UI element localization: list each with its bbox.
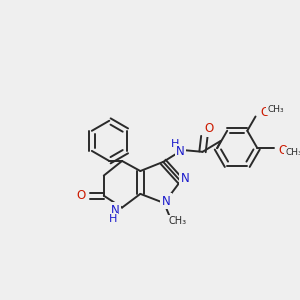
Text: CH₃: CH₃ (286, 148, 300, 157)
Text: N: N (111, 204, 120, 217)
Text: O: O (76, 189, 86, 202)
Text: N: N (176, 145, 185, 158)
Text: N: N (162, 195, 170, 208)
Text: O: O (204, 122, 214, 136)
Text: N: N (181, 172, 190, 185)
Text: CH₃: CH₃ (267, 105, 284, 114)
Text: O: O (260, 106, 269, 119)
Text: H: H (171, 139, 179, 148)
Text: O: O (278, 143, 288, 157)
Text: H: H (109, 214, 117, 224)
Text: CH₃: CH₃ (169, 216, 187, 226)
